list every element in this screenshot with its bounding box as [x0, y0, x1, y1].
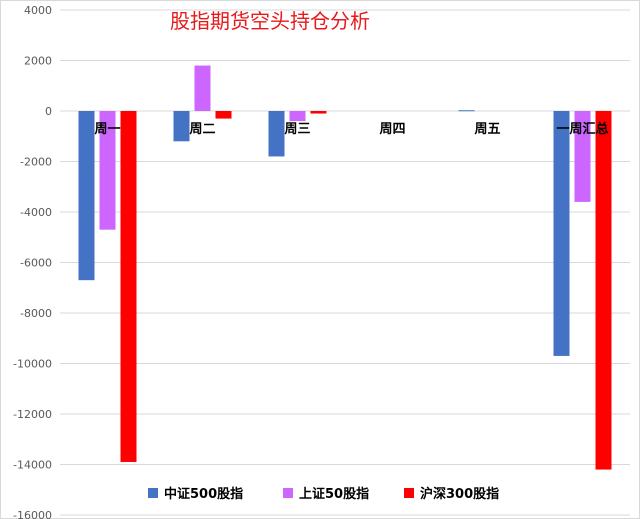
- legend-label: 中证500股指: [164, 486, 243, 502]
- bar: [194, 65, 211, 111]
- bar: [120, 111, 137, 462]
- category-label: 周五: [474, 122, 500, 137]
- y-tick-label: 4000: [24, 4, 52, 17]
- category-label: 周四: [379, 122, 405, 137]
- y-tick-label: 0: [45, 105, 52, 118]
- chart-title: 股指期货空头持仓分析: [170, 9, 370, 33]
- bar: [173, 111, 190, 142]
- legend-swatch: [283, 488, 293, 498]
- y-tick-label: -12000: [13, 408, 52, 421]
- bar: [458, 110, 475, 112]
- gridlines: [60, 9, 630, 516]
- y-tick-label: -16000: [13, 509, 52, 519]
- y-tick-label: -8000: [20, 307, 52, 320]
- y-tick-label: 2000: [24, 55, 52, 68]
- legend-label: 上证50股指: [299, 486, 369, 502]
- category-labels: 周一 周二 周三 周四 周五 一周汇总: [94, 121, 608, 137]
- legend: 中证500股指 上证50股指 沪深300股指: [148, 486, 499, 502]
- bar: [289, 111, 306, 122]
- legend-label: 沪深300股指: [420, 486, 499, 502]
- y-tick-label: -6000: [20, 257, 52, 270]
- category-label: 一周汇总: [556, 121, 608, 137]
- bar: [78, 111, 95, 281]
- legend-swatch: [404, 488, 414, 498]
- bar: [310, 111, 327, 114]
- category-label: 周二: [189, 122, 215, 137]
- bar: [553, 111, 570, 356]
- y-tick-label: -2000: [20, 156, 52, 169]
- y-tick-label: -14000: [13, 459, 52, 472]
- bar: [574, 111, 591, 202]
- y-tick-label: -10000: [13, 358, 52, 371]
- y-tick-label: -4000: [20, 206, 52, 219]
- y-axis-ticks: 4000 2000 0 -2000 -4000 -6000 -8000 -10000 -1200…: [13, 4, 52, 519]
- bars: [78, 65, 612, 470]
- bar: [268, 111, 285, 157]
- bar: [215, 111, 232, 119]
- category-label: 周一: [94, 122, 120, 137]
- legend-swatch: [148, 488, 158, 498]
- bar: [99, 111, 116, 230]
- bar: [595, 111, 612, 470]
- category-label: 周三: [284, 122, 310, 137]
